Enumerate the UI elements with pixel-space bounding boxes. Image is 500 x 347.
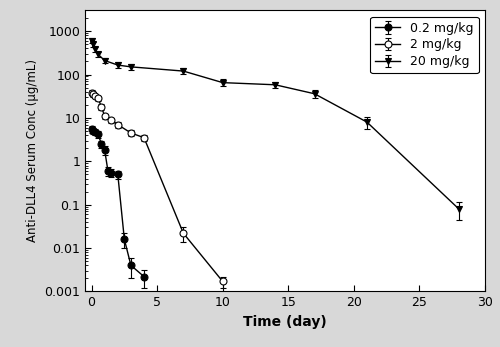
Y-axis label: Anti-DLL4 Serum Conc (μg/mL): Anti-DLL4 Serum Conc (μg/mL) (26, 59, 38, 243)
Legend: 0.2 mg/kg, 2 mg/kg, 20 mg/kg: 0.2 mg/kg, 2 mg/kg, 20 mg/kg (370, 17, 479, 73)
X-axis label: Time (day): Time (day) (243, 315, 327, 329)
